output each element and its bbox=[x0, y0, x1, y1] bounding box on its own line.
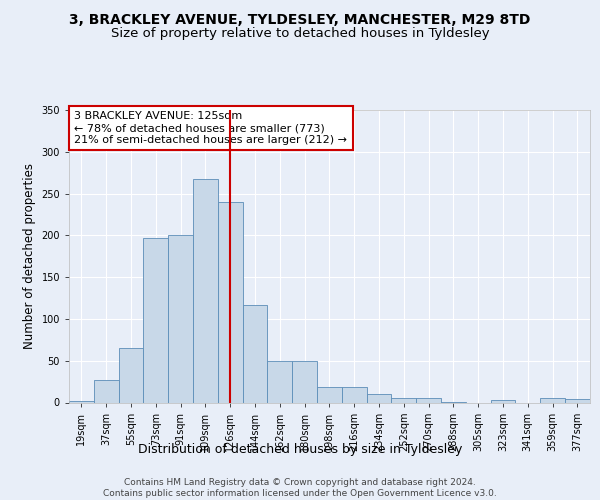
Text: 3 BRACKLEY AVENUE: 125sqm
← 78% of detached houses are smaller (773)
21% of semi: 3 BRACKLEY AVENUE: 125sqm ← 78% of detac… bbox=[74, 112, 347, 144]
Bar bbox=[317, 388, 342, 402]
Bar bbox=[193, 180, 218, 402]
Text: Size of property relative to detached houses in Tyldesley: Size of property relative to detached ho… bbox=[110, 28, 490, 40]
Text: Distribution of detached houses by size in Tyldesley: Distribution of detached houses by size … bbox=[138, 442, 462, 456]
Bar bbox=[168, 236, 193, 402]
Bar bbox=[540, 398, 565, 402]
Bar bbox=[268, 360, 292, 403]
Bar bbox=[69, 401, 94, 402]
Bar bbox=[242, 304, 268, 402]
Text: Contains HM Land Registry data © Crown copyright and database right 2024.
Contai: Contains HM Land Registry data © Crown c… bbox=[103, 478, 497, 498]
Bar bbox=[391, 398, 416, 402]
Bar bbox=[491, 400, 515, 402]
Y-axis label: Number of detached properties: Number of detached properties bbox=[23, 163, 36, 349]
Bar bbox=[119, 348, 143, 403]
Bar bbox=[292, 360, 317, 403]
Bar bbox=[143, 238, 168, 402]
Text: 3, BRACKLEY AVENUE, TYLDESLEY, MANCHESTER, M29 8TD: 3, BRACKLEY AVENUE, TYLDESLEY, MANCHESTE… bbox=[70, 12, 530, 26]
Bar bbox=[367, 394, 391, 402]
Bar bbox=[416, 398, 441, 402]
Bar bbox=[218, 202, 242, 402]
Bar bbox=[94, 380, 119, 402]
Bar bbox=[565, 399, 590, 402]
Bar bbox=[342, 388, 367, 402]
